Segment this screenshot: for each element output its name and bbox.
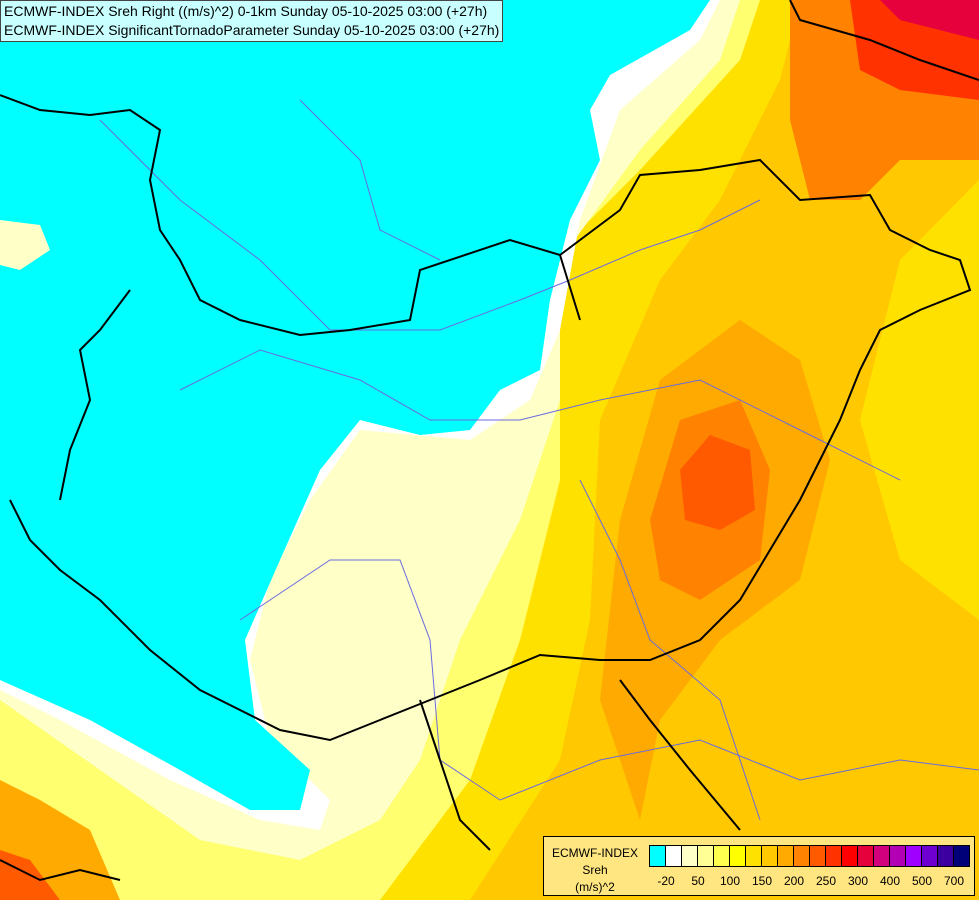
legend-variable: Sreh xyxy=(582,863,608,877)
legend-tick-label: -20 xyxy=(657,874,675,888)
legend-tick-label: 50 xyxy=(691,874,705,888)
legend-swatch xyxy=(778,846,794,866)
legend-swatch xyxy=(906,846,922,866)
legend-swatch xyxy=(954,846,969,866)
field-ne-crimson xyxy=(880,0,979,40)
legend-swatch xyxy=(794,846,810,866)
rivers xyxy=(99,99,979,821)
legend-tick-label: 250 xyxy=(815,874,837,888)
legend-swatch xyxy=(762,846,778,866)
legend-tick-label: 400 xyxy=(879,874,901,888)
legend-swatch xyxy=(746,846,762,866)
field-red-orange xyxy=(680,435,755,530)
legend-swatch xyxy=(874,846,890,866)
legend-swatch xyxy=(730,846,746,866)
legend-swatch xyxy=(714,846,730,866)
legend-tick-label: 500 xyxy=(911,874,933,888)
legend-swatch xyxy=(858,846,874,866)
legend-tick-label: 300 xyxy=(847,874,869,888)
legend-label: ECMWF-INDEX Sreh (m/s)^2 xyxy=(548,845,642,896)
legend-model: ECMWF-INDEX xyxy=(552,846,638,860)
legend-color-bar xyxy=(649,845,970,867)
legend-swatch xyxy=(826,846,842,866)
legend-swatch xyxy=(890,846,906,866)
legend-swatch xyxy=(842,846,858,866)
legend-swatch xyxy=(666,846,682,866)
title-line-2: ECMWF-INDEX SignificantTornadoParameter … xyxy=(4,22,500,38)
legend-tick-label: 700 xyxy=(943,874,965,888)
map-title: ECMWF-INDEX Sreh Right ((m/s)^2) 0-1km S… xyxy=(0,0,504,42)
legend-tick-label: 200 xyxy=(783,874,805,888)
legend-tick-label: 150 xyxy=(751,874,773,888)
legend-unit: (m/s)^2 xyxy=(575,880,615,894)
legend-swatch xyxy=(810,846,826,866)
legend-swatch xyxy=(922,846,938,866)
legend-swatch xyxy=(698,846,714,866)
legend-tick-label: 100 xyxy=(719,874,741,888)
field-cyan-west-pale xyxy=(0,220,50,270)
legend-swatch xyxy=(682,846,698,866)
legend-swatch xyxy=(650,846,666,866)
title-line-1: ECMWF-INDEX Sreh Right ((m/s)^2) 0-1km S… xyxy=(4,3,488,19)
field-cyan xyxy=(0,0,710,810)
color-legend: ECMWF-INDEX Sreh (m/s)^2 -20 50 100 150 200 2… xyxy=(543,836,975,896)
legend-swatch xyxy=(938,846,954,866)
